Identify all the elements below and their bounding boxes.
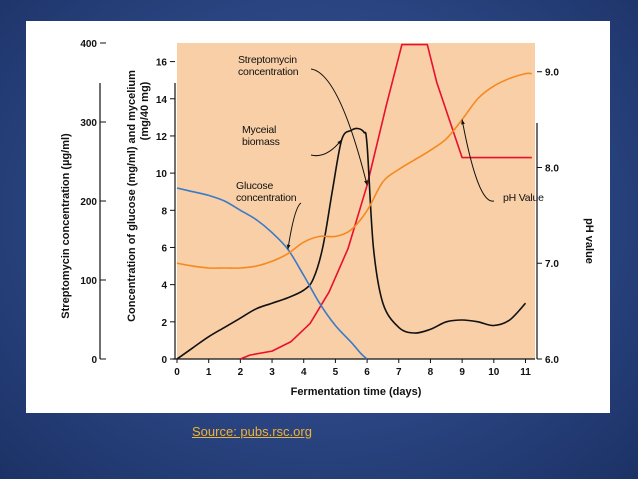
outer-y-tick-label: 400 xyxy=(80,39,97,50)
arrowhead-glucose-concentration xyxy=(286,244,291,250)
plot-area xyxy=(177,43,535,359)
leader-line-streptomycin-concentration xyxy=(310,68,368,186)
inner-y-tick-label: 8 xyxy=(161,206,167,217)
annotation-glucose-concentration-line1: Glucose xyxy=(236,180,273,192)
leader-line-ph-value xyxy=(461,119,495,202)
inner-y-tick-label: 12 xyxy=(156,132,168,143)
annotation-glucose-concentration-line2: concentration xyxy=(236,192,297,204)
outer-y-axis-label: Streptomycin concentration (µg/ml) xyxy=(60,133,72,319)
x-tick-label: 8 xyxy=(428,367,434,378)
x-axis-label: Fermentation time (days) xyxy=(291,386,422,398)
x-tick-label: 6 xyxy=(364,367,370,378)
chart-panel: 0 1 2 3 4 5 6 7 8 9 10 11 Fermentation time (days) 0 1… xyxy=(26,21,610,413)
arrowhead-streptomycin-concentration xyxy=(364,180,368,186)
x-tick-label: 0 xyxy=(174,367,180,378)
inner-y-tick-label: 4 xyxy=(161,281,167,292)
inner-y-tick-label: 2 xyxy=(161,318,167,329)
source-caption[interactable]: Source: pubs.rsc.org xyxy=(192,424,312,439)
annotation-myceial-biomass-line1: Myceial xyxy=(242,124,276,136)
inner-y-tick-label: 10 xyxy=(156,169,168,180)
leader-line-glucose-concentration xyxy=(287,202,302,250)
annotation-myceial-biomass-line2: biomass xyxy=(242,136,280,148)
outer-y-tick-label: 0 xyxy=(91,355,97,366)
outer-y-tick-label: 300 xyxy=(80,118,97,129)
inner-y-axis-label-line2: (mg/40 mg) xyxy=(139,81,151,140)
x-tick-label: 11 xyxy=(520,367,531,378)
series-line-myceial-biomass xyxy=(176,127,527,360)
x-tick-label: 7 xyxy=(396,367,402,378)
x-tick-label: 10 xyxy=(488,367,500,378)
arrowhead-ph-value xyxy=(461,119,465,125)
x-tick-label: 9 xyxy=(459,367,465,378)
series-line-glucose-concentration xyxy=(176,187,368,360)
annotation-streptomycin-concentration-line1: Streptomycin xyxy=(238,54,297,66)
x-tick-label: 2 xyxy=(238,367,244,378)
x-tick-label: 1 xyxy=(206,367,212,378)
right-y-tick-label: 7.0 xyxy=(545,259,559,270)
right-y-axis-label: pH value xyxy=(583,218,595,264)
annotation-streptomycin-concentration-line2: concentration xyxy=(238,66,299,78)
outer-y-tick-label: 100 xyxy=(80,276,97,287)
inner-y-axis-label-line1: Concentration of glucose (mg/ml) and myc… xyxy=(126,70,138,322)
right-y-tick-label: 6.0 xyxy=(545,355,559,366)
arrowhead-myceial-biomass xyxy=(337,139,342,145)
right-y-tick-label: 9.0 xyxy=(545,68,559,79)
right-y-tick-label: 8.0 xyxy=(545,163,559,174)
inner-y-tick-label: 0 xyxy=(161,355,167,366)
inner-y-tick-label: 6 xyxy=(161,243,167,254)
x-tick-label: 3 xyxy=(269,367,275,378)
series-line-ph-value xyxy=(176,72,532,269)
x-tick-label: 5 xyxy=(333,367,339,378)
outer-y-tick-label: 200 xyxy=(80,197,97,208)
x-tick-label: 4 xyxy=(301,367,307,378)
inner-y-tick-label: 16 xyxy=(156,58,168,69)
annotation-ph-value-line1: pH Value xyxy=(503,192,544,204)
inner-y-tick-label: 14 xyxy=(156,95,168,106)
